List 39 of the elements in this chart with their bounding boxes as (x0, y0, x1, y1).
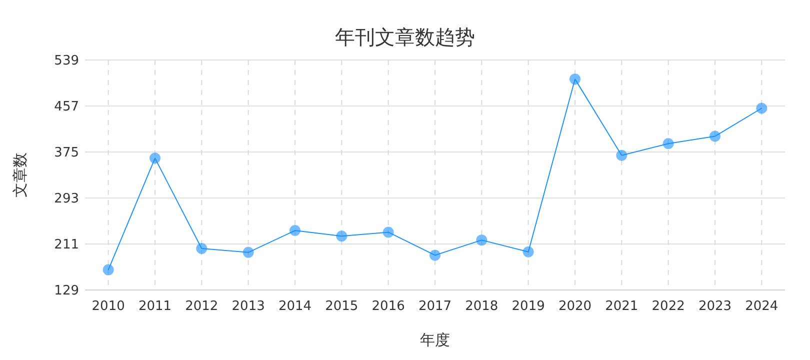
y-axis-title: 文章数 (11, 152, 29, 198)
point (570, 74, 580, 85)
x-tick-label: 2023 (698, 299, 732, 314)
x-tick-label: 2024 (745, 299, 778, 314)
point (196, 242, 208, 254)
y-tick-label: 375 (54, 146, 79, 160)
y-tick-label: 539 (54, 54, 79, 68)
x-tick-label: 2022 (652, 299, 685, 314)
y-tick-label: 293 (54, 192, 79, 206)
y-tick-label: 211 (54, 238, 79, 252)
x-tick-label: 2017 (418, 299, 452, 314)
point (290, 225, 300, 236)
x-tick-label: 2011 (138, 299, 172, 314)
point (616, 150, 628, 161)
x-tick-label: 2019 (512, 299, 545, 314)
point (476, 234, 488, 246)
x-tick-label: 2021 (605, 299, 638, 314)
point (756, 102, 768, 114)
x-tick-label: 2018 (465, 299, 498, 314)
point (522, 246, 534, 258)
point (430, 250, 440, 261)
point (150, 152, 160, 164)
x-tick-label: 2015 (325, 299, 358, 314)
y-tick-label: 129 (54, 284, 79, 298)
x-tick-label: 2014 (278, 299, 312, 314)
y-tick-label: 457 (54, 100, 79, 114)
point (662, 138, 674, 150)
point (710, 130, 720, 142)
x-tick-label: 2012 (185, 299, 218, 314)
point (242, 246, 254, 258)
point (382, 226, 394, 238)
x-tick-label: 2013 (232, 299, 265, 314)
point (336, 230, 348, 242)
x-tick-label: 2010 (92, 299, 125, 314)
point (102, 264, 114, 276)
x-axis-title: 年度 (420, 331, 450, 349)
chart-title: 年刊文章数趋势 (335, 25, 475, 49)
x-tick-label: 2020 (558, 299, 592, 314)
x-tick-label: 2016 (372, 299, 405, 314)
